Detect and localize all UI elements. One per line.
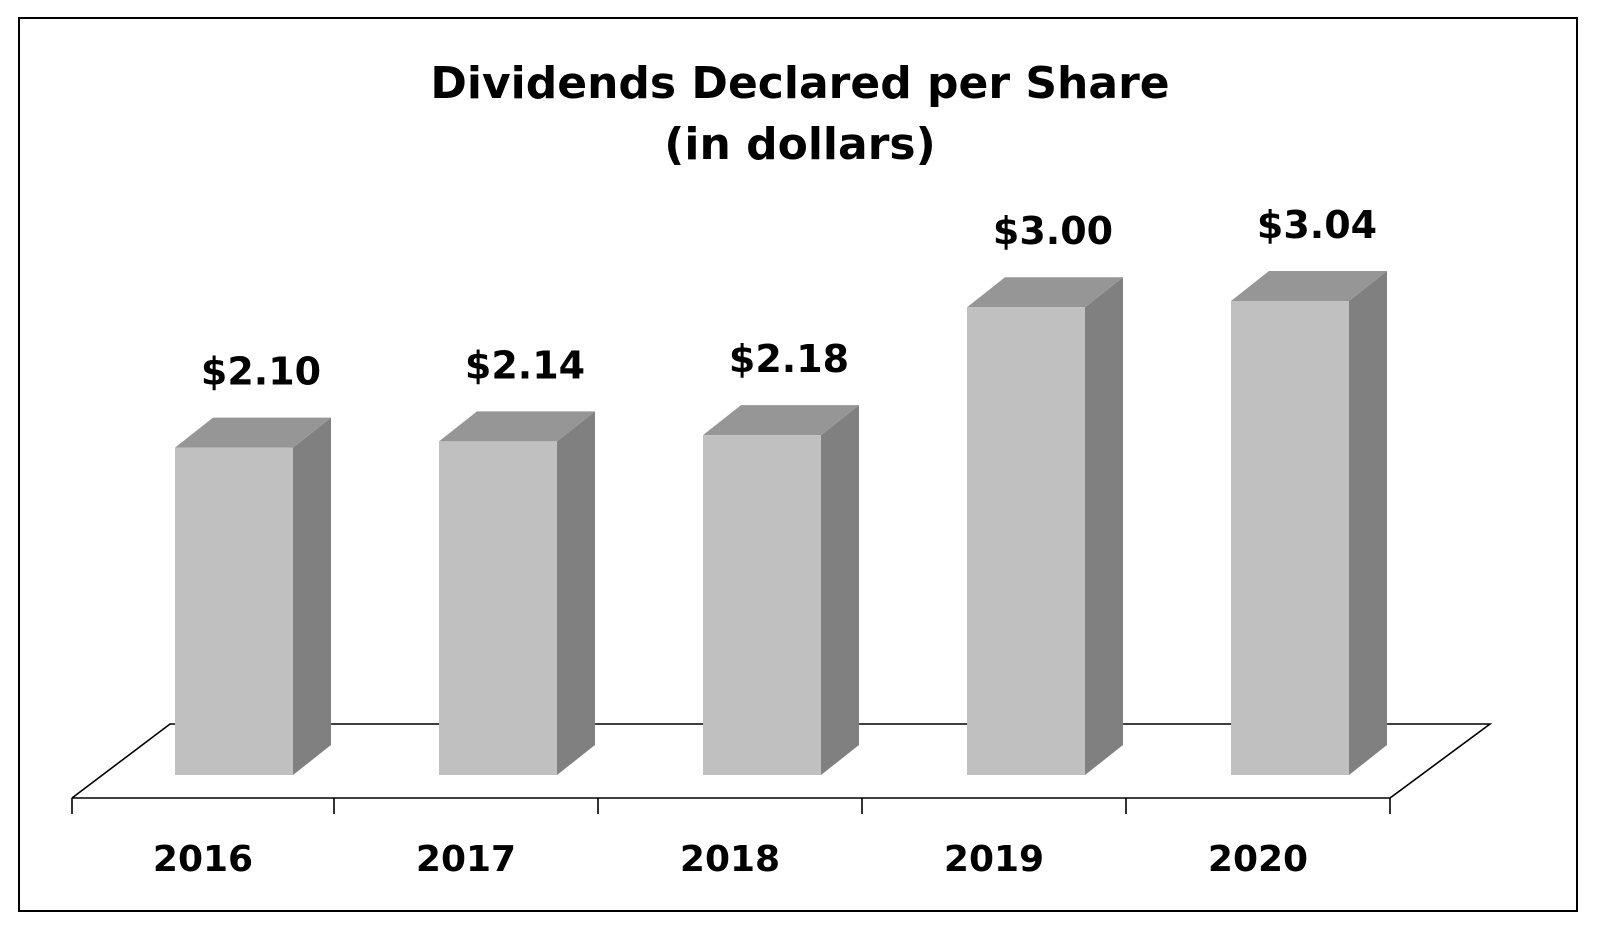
x-axis-ticks [71,798,1391,814]
data-label-2016: $2.10 [201,350,321,394]
bar-front [1231,301,1349,775]
bar-2016 [175,417,331,775]
bar-2018 [703,405,859,775]
bar-top [175,417,331,448]
bar-side [821,405,859,775]
bar-side [557,411,595,775]
chart-title-line2: (in dollars) [664,119,936,170]
bar-top [703,405,859,436]
chart-floor [71,723,1493,799]
bar-top [967,277,1123,308]
data-label-2018: $2.18 [729,337,849,381]
bar-side [1085,277,1123,775]
floor-outline [71,723,1493,799]
bar-front [967,307,1085,775]
data-label-2020: $3.04 [1257,203,1377,247]
x-label-2020: 2020 [1208,839,1308,880]
chart-title: Dividends Declared per Share (in dollars… [20,53,1580,175]
bar-front [175,447,293,775]
bar-2020 [1231,271,1387,775]
x-label-2019: 2019 [944,839,1044,880]
bar-front [703,435,821,775]
data-labels: $2.10 $2.14 $2.18 $3.00 $3.04 [201,203,1377,394]
x-label-2018: 2018 [680,839,780,880]
bar-2017 [439,411,595,775]
data-label-2019: $3.00 [993,209,1113,253]
bar-side [293,417,331,775]
bar-2019 [967,277,1123,775]
chart-title-line1: Dividends Declared per Share [430,58,1170,109]
bar-side [1349,271,1387,775]
x-label-2016: 2016 [153,839,253,880]
bar-front [439,441,557,775]
bar-series [175,271,1387,775]
x-label-2017: 2017 [416,839,516,880]
x-axis-labels: 2016 2017 2018 2019 2020 [153,839,1308,880]
data-label-2017: $2.14 [465,343,585,387]
bar-top [439,411,595,442]
bar-top [1231,271,1387,301]
